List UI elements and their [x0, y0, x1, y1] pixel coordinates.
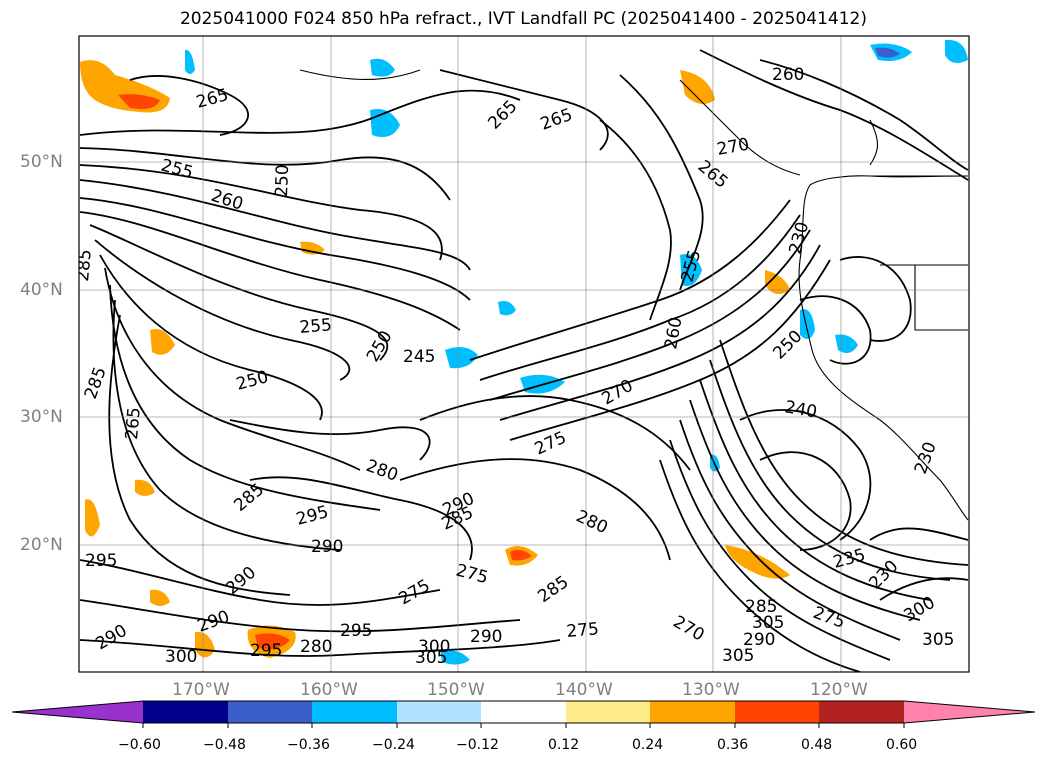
colorbar-bin [650, 701, 735, 723]
colorbar-bin [397, 701, 481, 723]
contour-label: 275 [566, 619, 600, 642]
lon-label: 170°W [172, 680, 230, 700]
colorbar-bin [566, 701, 650, 723]
colorbar-bin [735, 701, 819, 723]
contour-label: 300 [165, 647, 197, 667]
contour-label: 290 [743, 630, 775, 650]
contour-label: 265 [122, 406, 145, 440]
coastlines [299, 69, 969, 521]
colorbar-bin [819, 701, 904, 723]
contour-label: 285 [745, 597, 777, 617]
lon-label: 150°W [427, 680, 485, 700]
map-title: 2025041000 F024 850 hPa refract., IVT La… [179, 9, 867, 29]
lon-label: 140°W [555, 680, 613, 700]
colorbar-min-extension [12, 701, 143, 723]
graticule [79, 36, 969, 672]
colorbar-bin [312, 701, 397, 723]
contour-label: 300 [418, 637, 450, 657]
colorbar-bin [481, 701, 566, 723]
contour-label: 250 [272, 164, 293, 197]
colorbar-tick-label: −0.12 [456, 737, 499, 753]
contour-label: 305 [722, 646, 754, 666]
contour-label: 245 [403, 347, 435, 367]
colorbar-bin [143, 701, 228, 723]
contour-label: 255 [299, 315, 333, 338]
colorbar-tick-label: −0.60 [118, 737, 161, 753]
contour-label: 290 [470, 627, 502, 647]
map-frame [78, 35, 970, 673]
contour-label: 295 [250, 641, 282, 661]
contour-label: 285 [73, 248, 96, 282]
colorbar-bin [228, 701, 312, 723]
colorbar-tick-label: 0.48 [801, 737, 833, 753]
contour-label: 305 [415, 648, 447, 668]
colorbar-ticks [142, 723, 905, 728]
contour-label: 280 [300, 637, 332, 657]
contour-label: 305 [752, 613, 784, 633]
lat-label: 50°N [20, 152, 63, 172]
colorbar-tick-label: −0.36 [287, 737, 330, 753]
colorbar-tick-label: 0.60 [886, 737, 918, 753]
contour-label: 290 [311, 537, 343, 557]
colorbar-tick-label: 0.12 [548, 737, 580, 753]
colorbar-tick-label: −0.24 [372, 737, 415, 753]
colorbar-max-extension [904, 701, 1035, 723]
lon-label: 160°W [300, 680, 358, 700]
colorbar-tick-label: −0.48 [203, 737, 246, 753]
colorbar [11, 700, 1036, 728]
colorbar-tick-label: 0.24 [632, 737, 664, 753]
lon-label: 130°W [682, 680, 740, 700]
map-panel: 265 255 260 250 265 265 260 270 265 250 … [73, 36, 969, 672]
lat-label: 20°N [20, 535, 63, 555]
contour-label: 295 [85, 551, 117, 571]
lon-label: 120°W [810, 680, 868, 700]
contour-label: 260 [772, 65, 804, 85]
colorbar-tick-label: 0.36 [717, 737, 749, 753]
lat-label: 40°N [20, 280, 63, 300]
contour-label: 305 [922, 630, 954, 650]
contour-label: 295 [340, 621, 372, 641]
lat-label: 30°N [20, 407, 63, 427]
